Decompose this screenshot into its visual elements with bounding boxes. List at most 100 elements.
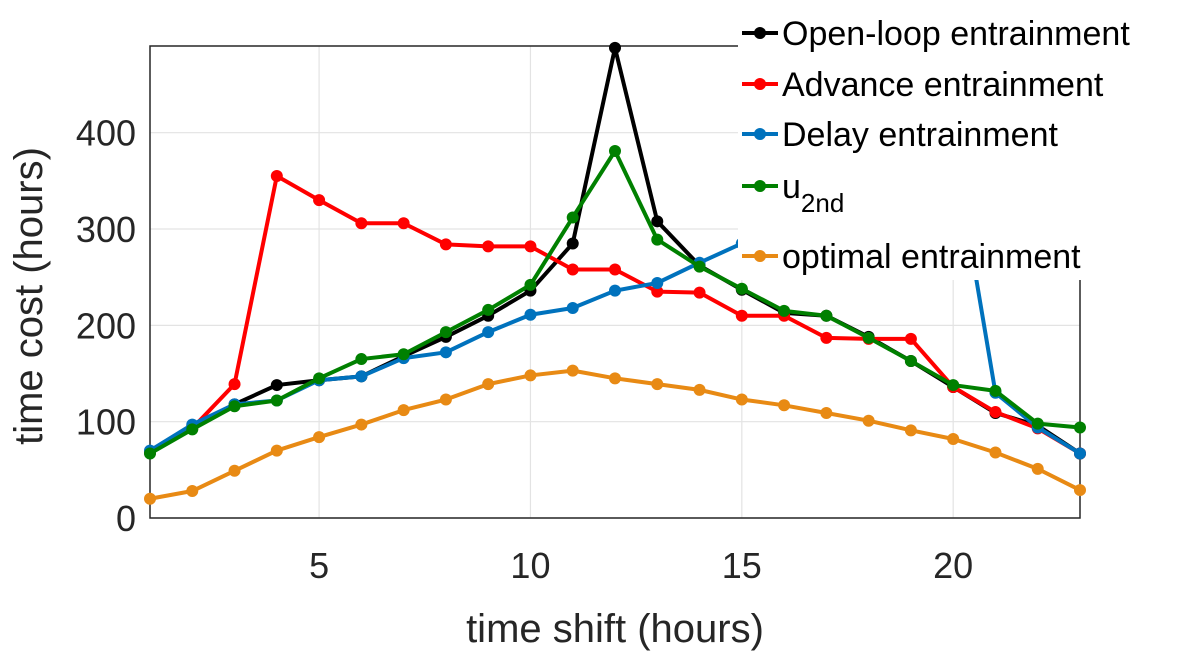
data-point	[524, 308, 537, 321]
data-point	[735, 282, 748, 295]
legend-label: Open-loop entrainment	[782, 15, 1130, 53]
data-point	[566, 263, 579, 276]
y-tick-label: 100	[76, 402, 136, 443]
data-point	[1031, 462, 1044, 475]
series-line	[149, 368, 1081, 501]
data-point	[989, 446, 1002, 459]
series-optimal-entrainment	[144, 364, 1086, 505]
data-point	[820, 331, 833, 344]
data-point	[862, 414, 875, 427]
legend-label: optimal entrainment	[782, 238, 1081, 276]
data-point	[228, 400, 241, 413]
data-point	[144, 492, 156, 505]
data-point	[313, 372, 326, 385]
data-point	[355, 353, 368, 366]
data-point	[609, 144, 621, 157]
data-point	[397, 217, 410, 230]
data-point	[313, 431, 326, 444]
data-point	[609, 41, 621, 54]
data-point	[439, 346, 452, 359]
data-point	[651, 233, 664, 246]
series-u	[144, 144, 1086, 460]
x-tick-label: 5	[309, 545, 329, 586]
data-point	[270, 170, 283, 183]
data-point	[355, 370, 368, 383]
data-point	[609, 372, 621, 385]
legend-marker	[754, 180, 766, 192]
data-point	[482, 240, 495, 253]
data-point	[270, 379, 283, 392]
data-point	[566, 237, 579, 250]
legend-label: Advance entrainment	[782, 66, 1104, 104]
data-point	[693, 383, 706, 396]
y-tick-label: 300	[76, 209, 136, 250]
data-point	[735, 393, 748, 406]
data-point	[904, 354, 917, 367]
data-point	[270, 394, 283, 407]
data-point	[947, 433, 960, 446]
data-point	[144, 447, 156, 460]
data-point	[270, 444, 283, 457]
data-point	[439, 326, 452, 339]
data-point	[524, 278, 537, 291]
data-point	[397, 404, 410, 417]
data-point	[186, 485, 199, 498]
data-point	[355, 217, 368, 230]
legend-label-subscript: 2nd	[801, 188, 844, 218]
data-point	[820, 309, 833, 322]
legend-marker	[754, 78, 766, 90]
legend-item: Open-loop entrainment	[742, 15, 1130, 53]
series-group	[144, 41, 1086, 505]
data-point	[651, 276, 664, 289]
data-point	[989, 406, 1002, 419]
data-point	[439, 238, 452, 251]
legend: Open-loop entrainment Advance entrainment…	[738, 8, 1196, 280]
data-point	[482, 326, 495, 339]
data-point	[355, 418, 368, 431]
data-point	[778, 304, 791, 317]
x-tick-label: 10	[510, 545, 550, 586]
data-point	[566, 364, 579, 377]
data-point	[228, 464, 241, 477]
data-point	[862, 331, 875, 344]
x-tick-label: 15	[722, 545, 762, 586]
data-point	[482, 378, 495, 391]
x-tick-label: 20	[933, 545, 973, 586]
data-point	[693, 260, 706, 273]
data-point	[313, 194, 326, 207]
data-point	[693, 286, 706, 299]
x-axis-label: time shift (hours)	[466, 607, 764, 651]
data-point	[566, 302, 579, 315]
data-point	[1074, 484, 1086, 497]
data-point	[651, 215, 664, 228]
legend-item: Delay entrainment	[742, 116, 1058, 154]
data-point	[651, 378, 664, 391]
data-point	[609, 263, 621, 276]
data-point	[651, 285, 664, 298]
data-point	[904, 424, 917, 437]
data-point	[609, 284, 621, 297]
data-point	[186, 423, 199, 436]
legend-item: Advance entrainment	[742, 66, 1104, 104]
y-tick-label: 400	[76, 113, 136, 154]
legend-marker	[754, 128, 766, 140]
data-point	[524, 369, 537, 382]
legend-box	[738, 8, 1196, 280]
data-point	[1074, 421, 1086, 434]
data-point	[989, 384, 1002, 397]
data-point	[228, 378, 241, 391]
data-point	[735, 309, 748, 322]
data-point	[947, 379, 960, 392]
data-point	[1074, 447, 1086, 460]
y-tick-label: 200	[76, 305, 136, 346]
data-point	[1031, 417, 1044, 430]
data-point	[566, 211, 579, 224]
data-point	[904, 332, 917, 345]
data-point	[778, 399, 791, 412]
legend-marker	[754, 27, 766, 39]
data-point	[482, 303, 495, 316]
data-point	[439, 393, 452, 406]
legend-item: optimal entrainment	[742, 238, 1081, 276]
